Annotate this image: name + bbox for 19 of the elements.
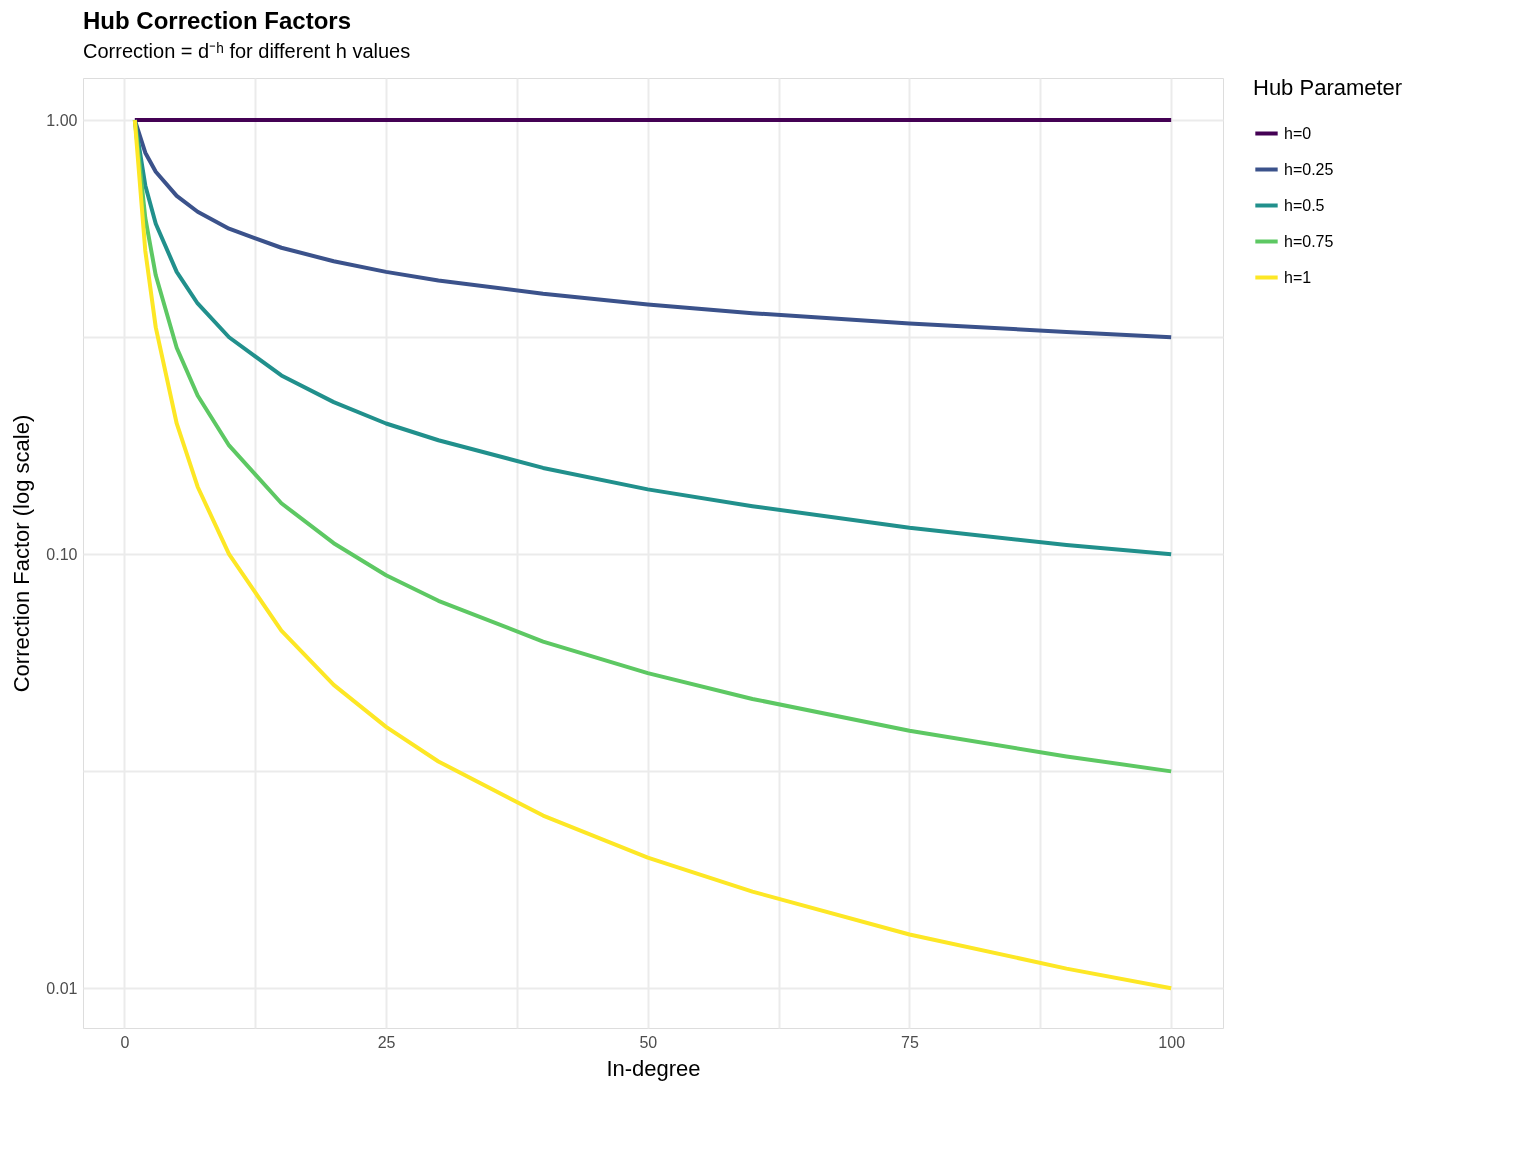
legend-label: h=1 (1284, 268, 1312, 286)
y-axis-title: Correction Factor (log scale) (9, 414, 35, 693)
legend-label: h=0.75 (1284, 232, 1334, 250)
x-tick-label: 75 (901, 1033, 919, 1051)
x-tick-label: 25 (377, 1033, 396, 1051)
legend-label: h=0.25 (1284, 160, 1334, 178)
y-tick-label: 0.10 (46, 545, 78, 563)
y-tick-label: 0.01 (46, 979, 78, 997)
x-tick-label: 50 (639, 1033, 658, 1051)
chart-subtitle: Correction = d⁻ʰ for different h values (83, 40, 411, 62)
x-tick-label: 100 (1158, 1033, 1186, 1051)
legend-label: h=0.5 (1284, 196, 1325, 214)
legend-title: Hub Parameter (1253, 75, 1403, 100)
chart-title: Hub Correction Factors (83, 7, 352, 34)
legend-label: h=0 (1284, 124, 1312, 142)
x-axis-title: In-degree (606, 1055, 701, 1081)
y-tick-label: 1.00 (46, 111, 78, 129)
line-series (132, 118, 1174, 991)
x-tick-label: 0 (120, 1033, 130, 1051)
